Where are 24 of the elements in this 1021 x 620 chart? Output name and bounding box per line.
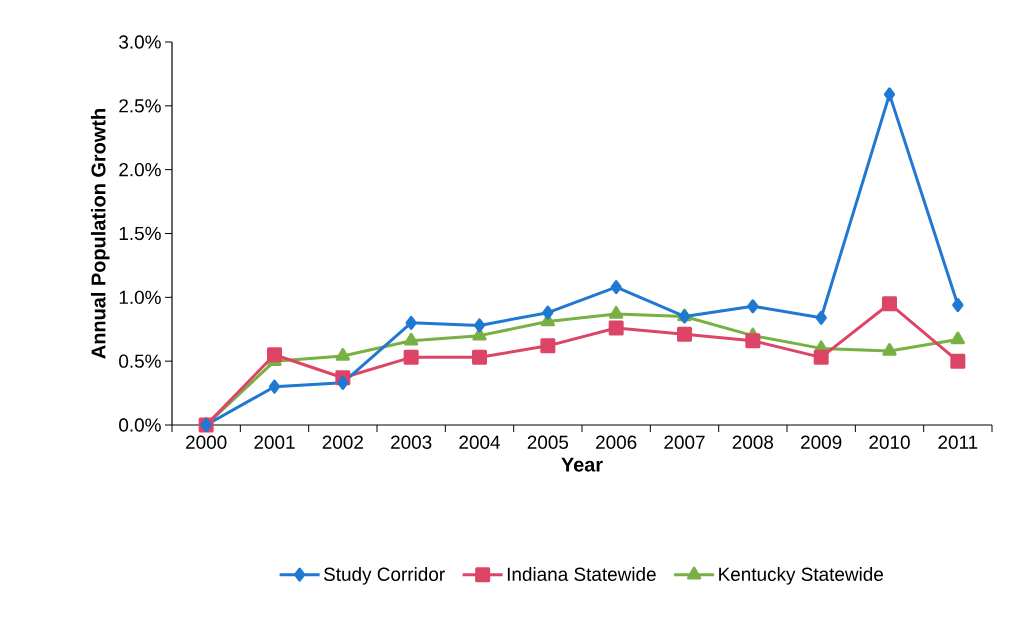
x-tick-label: 2002	[322, 435, 363, 449]
x-tick-label: 2000	[186, 435, 227, 449]
x-tick-label: 2006	[596, 435, 637, 449]
y-tick-label: 2.5%	[119, 99, 161, 113]
legend-label: Study Corridor	[323, 567, 445, 585]
y-tick-label: 0.5%	[119, 354, 161, 368]
y-tick-label: 1.5%	[119, 226, 161, 241]
x-tick-label: 2003	[391, 435, 432, 449]
y-tick-label: 0.0%	[119, 418, 161, 432]
x-tick-label: 2010	[869, 435, 910, 449]
x-tick-label: 2001	[254, 435, 295, 449]
y-tick-label: 3.0%	[119, 35, 161, 49]
y-axis-title: Annual Population Growth	[90, 109, 110, 359]
x-tick-label: 2009	[801, 435, 842, 449]
legend-label: Kentucky Statewide	[719, 567, 883, 585]
legend-label: Indiana Statewide	[507, 567, 656, 581]
x-tick-label: 2008	[732, 435, 774, 449]
x-axis-title: Year	[561, 457, 603, 472]
x-tick-label: 2011	[938, 435, 978, 449]
y-tick-label: 2.0%	[119, 162, 161, 177]
x-tick-label: 2004	[459, 435, 500, 449]
y-tick-label: 1.0%	[119, 290, 161, 305]
x-tick-label: 2007	[664, 435, 705, 449]
x-tick-label: 2005	[527, 435, 569, 449]
